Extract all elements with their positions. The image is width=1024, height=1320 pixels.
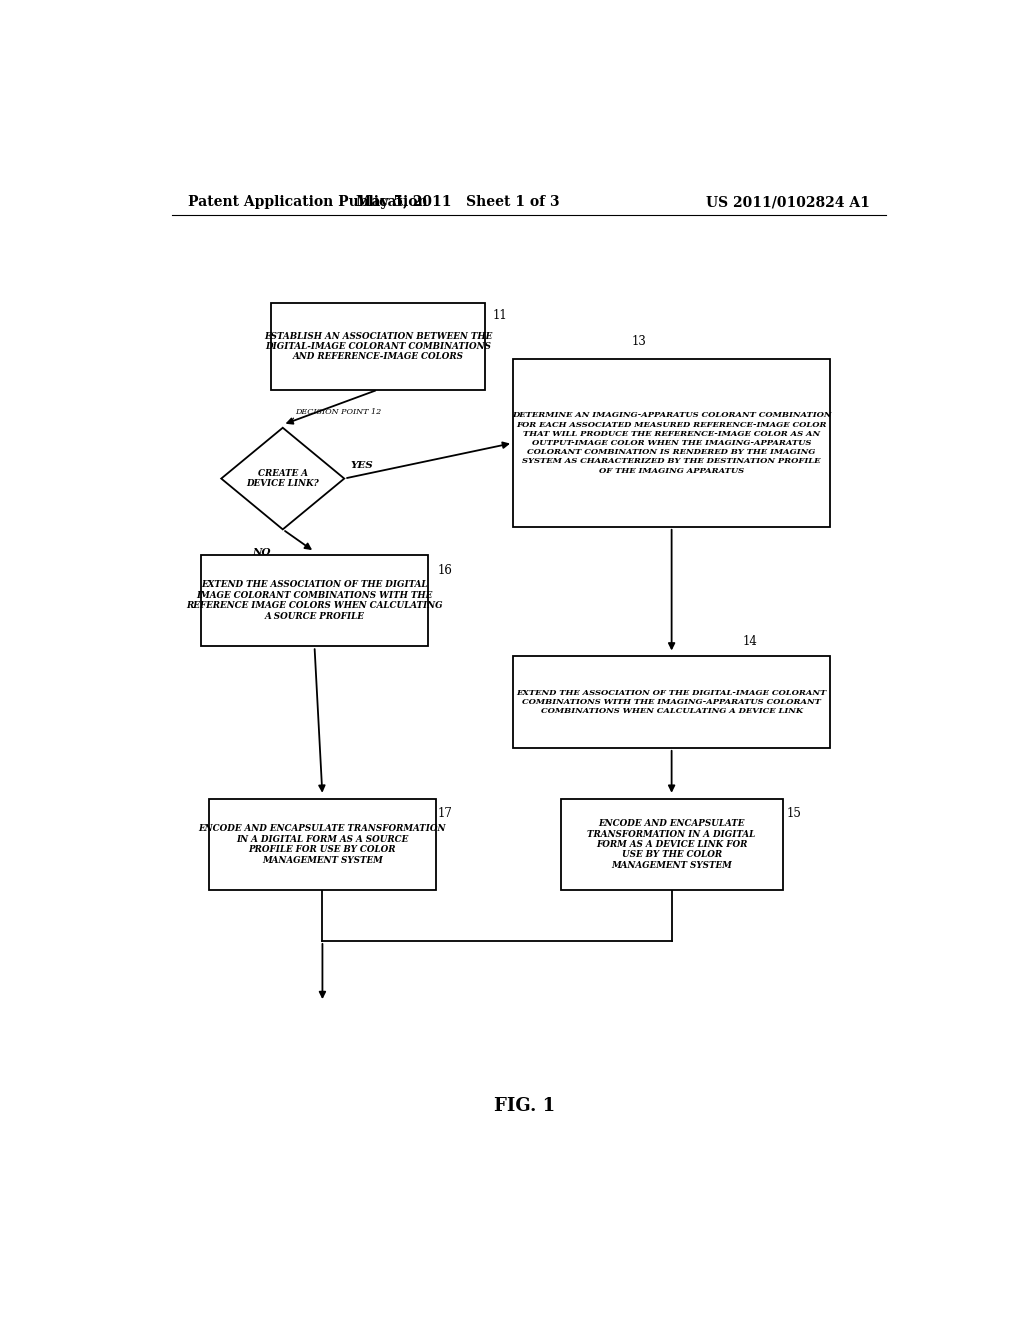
FancyBboxPatch shape (270, 304, 485, 389)
FancyBboxPatch shape (202, 554, 428, 647)
FancyBboxPatch shape (513, 359, 830, 527)
Text: Patent Application Publication: Patent Application Publication (187, 195, 427, 209)
Text: 16: 16 (437, 564, 453, 577)
Text: ENCODE AND ENCAPSULATE TRANSFORMATION
IN A DIGITAL FORM AS A SOURCE
PROFILE FOR : ENCODE AND ENCAPSULATE TRANSFORMATION IN… (199, 825, 446, 865)
Text: 17: 17 (437, 808, 453, 821)
Text: ESTABLISH AN ASSOCIATION BETWEEN THE
DIGITAL-IMAGE COLORANT COMBINATIONS
AND REF: ESTABLISH AN ASSOCIATION BETWEEN THE DIG… (264, 331, 493, 362)
Text: DETERMINE AN IMAGING-APPARATUS COLORANT COMBINATION
FOR EACH ASSOCIATED MEASURED: DETERMINE AN IMAGING-APPARATUS COLORANT … (512, 412, 831, 475)
Polygon shape (221, 428, 344, 529)
FancyBboxPatch shape (513, 656, 830, 748)
Text: FIG. 1: FIG. 1 (495, 1097, 555, 1114)
Text: 13: 13 (632, 335, 647, 348)
Text: NO: NO (252, 548, 270, 557)
Text: May 5, 2011   Sheet 1 of 3: May 5, 2011 Sheet 1 of 3 (355, 195, 559, 209)
FancyBboxPatch shape (209, 799, 435, 890)
Text: US 2011/0102824 A1: US 2011/0102824 A1 (707, 195, 870, 209)
Text: EXTEND THE ASSOCIATION OF THE DIGITAL
IMAGE COLORANT COMBINATIONS WITH THE
REFER: EXTEND THE ASSOCIATION OF THE DIGITAL IM… (186, 581, 442, 620)
Text: CREATE A
DEVICE LINK?: CREATE A DEVICE LINK? (247, 469, 319, 488)
FancyBboxPatch shape (560, 799, 782, 890)
Text: DECISION POINT 12: DECISION POINT 12 (295, 408, 381, 416)
Text: EXTEND THE ASSOCIATION OF THE DIGITAL-IMAGE COLORANT
COMBINATIONS WITH THE IMAGI: EXTEND THE ASSOCIATION OF THE DIGITAL-IM… (516, 689, 826, 715)
Text: ENCODE AND ENCAPSULATE
TRANSFORMATION IN A DIGITAL
FORM AS A DEVICE LINK FOR
USE: ENCODE AND ENCAPSULATE TRANSFORMATION IN… (588, 820, 756, 870)
Text: YES: YES (350, 462, 374, 470)
Text: 11: 11 (494, 309, 508, 322)
Text: 15: 15 (786, 808, 802, 821)
Text: 14: 14 (743, 635, 758, 648)
